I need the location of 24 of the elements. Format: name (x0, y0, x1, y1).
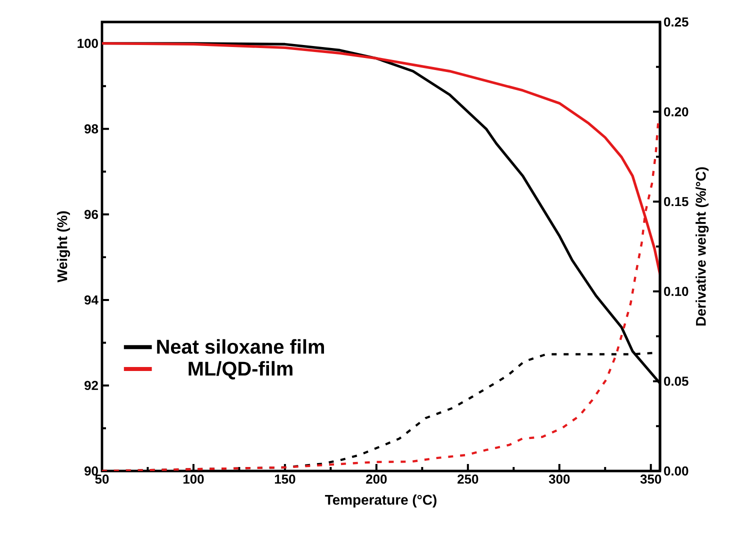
x-tick-label: 100 (183, 474, 204, 484)
y-axis-title: Weight (%) (56, 211, 70, 282)
legend-label: ML/QD-film (188, 361, 292, 380)
y2-axis-title: Derivative weight (%/°C) (696, 167, 709, 326)
y-tick-label: 94 (84, 295, 98, 305)
x-tick-label: 50 (95, 474, 109, 484)
y-tick-label: 98 (84, 124, 98, 134)
y2-tick-label: 0.05 (664, 376, 688, 386)
legend-label: Neat siloxane film (157, 339, 324, 354)
y2-tick-label: 0.10 (664, 286, 688, 296)
y-tick-label: 90 (84, 466, 98, 476)
y-tick-label: 96 (84, 210, 98, 220)
y-tick-label: 92 (84, 380, 98, 390)
x-tick-label: 150 (274, 474, 296, 484)
x-tick-label: 300 (548, 474, 570, 484)
x-tick-label: 350 (640, 474, 662, 484)
y-tick-label: 100 (78, 38, 98, 48)
y2-tick-label: 0.00 (664, 466, 688, 476)
y2-tick-label: 0.20 (664, 107, 688, 116)
y2-tick-label: 0.15 (664, 197, 688, 206)
x-tick-label: 250 (458, 474, 478, 484)
y2-tick-label: 0.25 (664, 17, 688, 27)
x-axis-title: Temperature (°C) (325, 494, 436, 508)
x-tick-label: 200 (366, 474, 387, 484)
